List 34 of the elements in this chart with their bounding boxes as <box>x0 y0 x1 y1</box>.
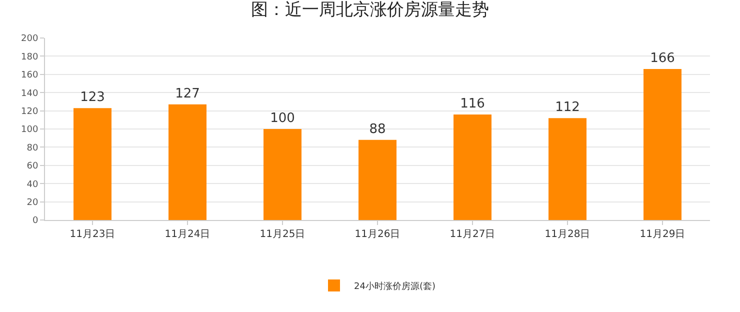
y-tick-label: 160 <box>21 70 38 81</box>
data-label: 116 <box>460 96 485 112</box>
bar <box>644 68 682 220</box>
y-tick-label: 140 <box>21 88 38 99</box>
y-tick-label: 180 <box>21 52 38 62</box>
x-tick-label: 11月24日 <box>164 229 210 240</box>
x-tick-label: 11月28日 <box>544 229 590 240</box>
y-tick-label: 40 <box>26 180 38 190</box>
data-label: 88 <box>369 122 386 137</box>
data-label: 127 <box>175 86 200 102</box>
y-tick-label: 120 <box>21 106 38 117</box>
x-tick-label: 11月27日 <box>450 229 496 240</box>
x-tick-label: 11月25日 <box>260 229 306 240</box>
bar <box>548 118 586 220</box>
x-tick-label: 11月26日 <box>354 229 400 240</box>
bar <box>358 140 396 220</box>
data-label: 112 <box>555 100 580 116</box>
bar <box>74 108 112 220</box>
data-label: 100 <box>270 111 295 126</box>
x-tick-label: 11月23日 <box>70 229 116 240</box>
bar <box>264 129 302 220</box>
chart-title: 图：近一周北京涨价房源量走势 <box>251 0 489 20</box>
y-tick-label: 60 <box>26 162 38 172</box>
bar <box>454 114 492 220</box>
y-tick-label: 100 <box>21 125 38 136</box>
y-tick-label: 80 <box>26 143 38 154</box>
y-tick-label: 20 <box>26 198 38 208</box>
x-tick-label: 11月29日 <box>640 229 686 240</box>
legend-label: 24小时涨价房源(套) <box>354 280 436 292</box>
bar <box>168 104 206 220</box>
data-label: 123 <box>80 90 105 106</box>
data-label: 166 <box>650 50 675 66</box>
y-tick-label: 0 <box>32 216 38 226</box>
y-tick-label: 200 <box>21 34 38 44</box>
